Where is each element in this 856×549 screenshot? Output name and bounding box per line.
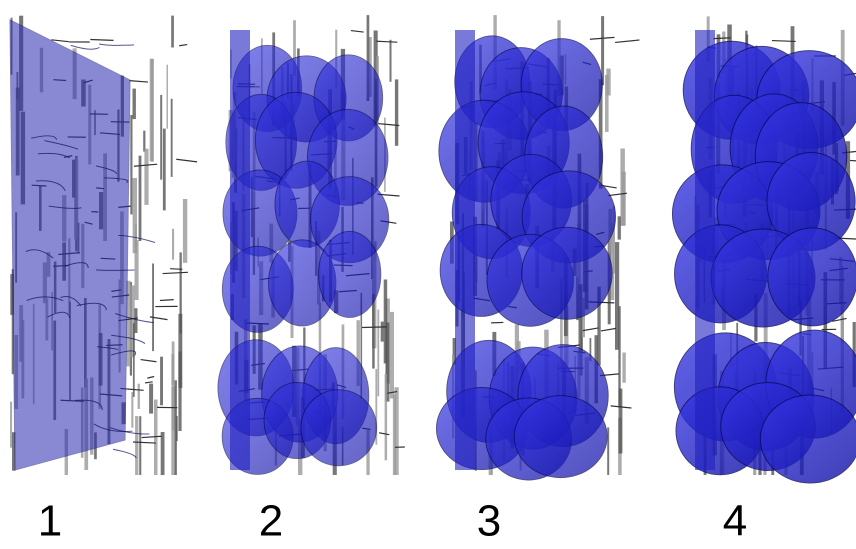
bone-strut [390, 312, 394, 399]
bone-edge [351, 31, 364, 33]
bone-edge [90, 39, 113, 40]
bone-strut [138, 384, 140, 409]
blue-plane [10, 20, 130, 470]
bone-strut [163, 129, 166, 211]
bone-strut [10, 402, 12, 448]
bone-strut [619, 389, 623, 454]
bone-strut [175, 380, 177, 475]
bone-edge [163, 272, 188, 273]
bone-strut [381, 322, 384, 342]
bone-strut [143, 131, 145, 152]
bone-strut [160, 357, 163, 406]
bone-strut [395, 79, 398, 145]
bone-strut [139, 416, 141, 475]
bone-edge [141, 360, 157, 362]
bone-strut [152, 264, 154, 352]
bone-strut [615, 242, 619, 350]
bone-strut [622, 353, 625, 383]
bone-edge [850, 160, 856, 161]
panels [10, 15, 856, 483]
bone-strut [151, 59, 154, 162]
bone-strut [605, 75, 609, 132]
bone-strut [133, 178, 137, 253]
page: 1 2 3 4 (() => { const data = JSON.parse… [0, 0, 856, 549]
bone-strut [618, 216, 621, 239]
bone-strut [139, 156, 142, 241]
bone-strut [377, 310, 379, 397]
bone-edge [176, 159, 197, 162]
blue-column [230, 30, 250, 470]
bone-strut [133, 323, 135, 397]
bone-edge [129, 81, 147, 82]
bone-strut [172, 229, 174, 260]
bone-strut [131, 392, 133, 428]
bone-edge [376, 41, 397, 42]
bone-edge [379, 433, 389, 435]
bone-strut [160, 95, 162, 180]
panel-label: 1 [38, 497, 62, 546]
bone-strut [133, 89, 136, 120]
panel-label: 2 [259, 497, 283, 546]
bone-strut [161, 432, 165, 475]
panel-label: 4 [723, 497, 747, 546]
blue-blob [301, 390, 377, 466]
bone-strut [384, 280, 388, 364]
bone-strut [149, 384, 153, 414]
bone-strut [144, 149, 148, 205]
blue-contour [113, 449, 136, 458]
bone-strut [130, 115, 132, 214]
blue-contour [99, 44, 134, 45]
bone-edge [170, 269, 182, 270]
bone-edge [362, 327, 387, 328]
bone-strut [167, 65, 169, 129]
blue-blob [768, 228, 856, 326]
figure: 1 2 3 4 [0, 0, 856, 549]
bone-strut [171, 16, 174, 48]
bone-edge [179, 45, 187, 46]
bone-strut [393, 394, 396, 475]
bone-strut [135, 416, 138, 475]
bone-strut [171, 99, 173, 177]
blue-blob [318, 231, 380, 317]
blue-blob [522, 227, 612, 319]
bone-edge [615, 40, 639, 42]
bone-strut [622, 172, 626, 226]
bone-strut [178, 314, 182, 388]
bone-edge [142, 436, 162, 437]
bone-edge [160, 300, 174, 301]
blue-blob [760, 395, 856, 483]
blue-contour [96, 270, 135, 271]
bone-edge [145, 382, 153, 383]
panel-label: 3 [477, 497, 501, 546]
bone-strut [372, 294, 375, 369]
bone-strut [390, 40, 392, 82]
bone-strut [172, 342, 175, 431]
blue-column [695, 30, 715, 470]
bone-edge [583, 328, 599, 331]
bone-edge [601, 328, 616, 331]
blue-blob [514, 396, 607, 478]
bone-strut [183, 199, 187, 263]
bone-edge [147, 376, 154, 378]
bone-strut [385, 374, 388, 460]
blue-column [455, 30, 475, 470]
